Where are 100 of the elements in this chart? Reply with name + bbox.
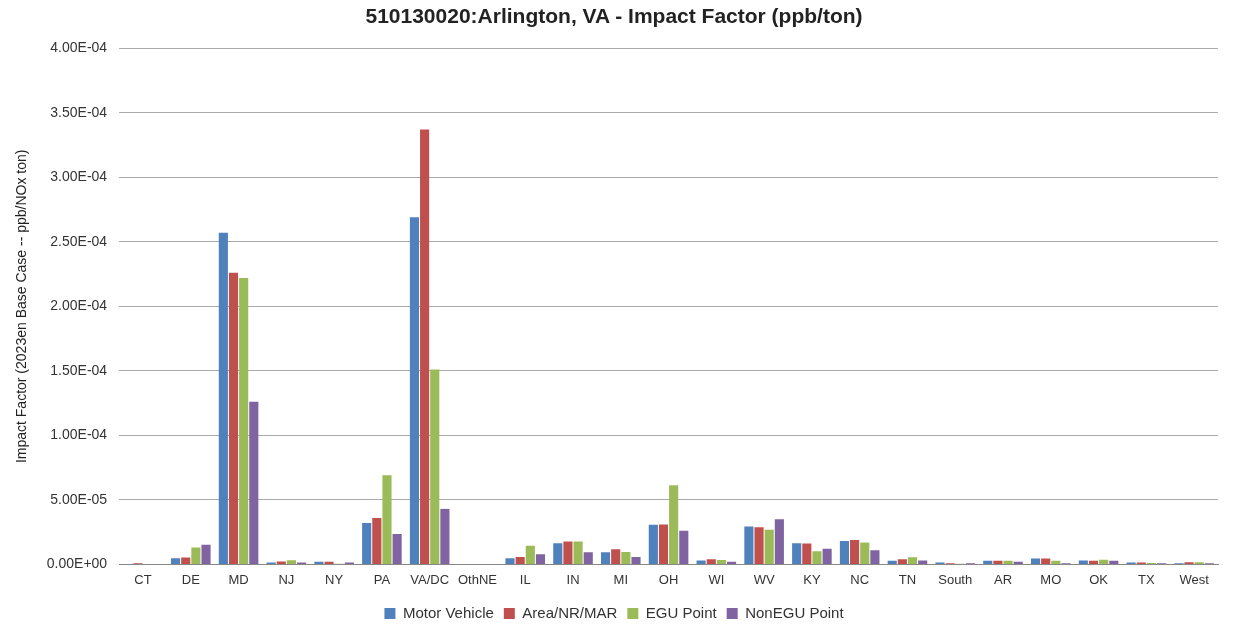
bar: [716, 560, 726, 564]
bar: [563, 541, 573, 564]
bar: [754, 527, 764, 564]
bar: [440, 508, 450, 564]
bar: [249, 401, 259, 564]
x-tick-label: WV: [753, 571, 775, 587]
bar: [372, 517, 382, 564]
x-tick-label: MD: [228, 571, 249, 587]
x-tick-label: NY: [325, 571, 344, 587]
bar: [983, 560, 993, 564]
x-tick-label: PA: [373, 571, 391, 587]
bar: [850, 540, 860, 564]
x-tick-label: VA/DC: [410, 571, 450, 587]
bar: [191, 547, 201, 564]
x-tick-label: WI: [708, 571, 725, 587]
bar: [1051, 560, 1061, 564]
x-tick-label: CT: [134, 571, 152, 587]
bar: [621, 551, 631, 564]
bar: [839, 541, 850, 564]
legend-label: Motor Vehicle: [402, 603, 494, 621]
bar: [706, 559, 716, 564]
x-tick-label: DE: [181, 571, 201, 587]
bar: [553, 543, 563, 564]
y-tick-label: 2.50E-04: [50, 232, 108, 249]
y-tick-label: 2.00E-04: [50, 297, 108, 314]
bar: [648, 524, 658, 564]
bar: [774, 519, 784, 564]
bar: [727, 561, 737, 564]
bar: [286, 560, 296, 564]
bar: [1078, 560, 1088, 564]
bar: [679, 530, 689, 564]
bar: [392, 533, 402, 564]
bar: [1041, 558, 1051, 564]
bar: [696, 560, 706, 564]
bar: [201, 544, 211, 564]
bar: [1003, 560, 1013, 564]
bar: [515, 556, 525, 564]
x-tick-label: South: [938, 571, 973, 587]
x-tick-label: TN: [898, 571, 917, 587]
bar: [993, 560, 1003, 564]
bar: [631, 556, 641, 564]
bar: [897, 559, 907, 564]
bar: [525, 545, 535, 564]
x-tick-label: IL: [519, 571, 531, 587]
bar: [171, 558, 181, 564]
chart-title: 510130020:Arlington, VA - Impact Factor (ppb/ton): [365, 4, 863, 28]
x-tick-label: MI: [613, 571, 629, 587]
y-tick-label: 5.00E-05: [50, 490, 108, 507]
bar: [860, 542, 870, 564]
x-tick-label: KY: [803, 571, 821, 587]
bar: [362, 523, 372, 564]
bar: [382, 475, 392, 564]
x-tick-label: TX: [1138, 571, 1155, 587]
bar: [409, 217, 420, 564]
bar: [1013, 561, 1023, 564]
bar: [822, 548, 832, 564]
bar: [658, 524, 669, 564]
legend-label: Area/NR/MAR: [522, 603, 618, 621]
bar: [535, 554, 546, 564]
bar: [792, 543, 802, 564]
bar: [239, 277, 249, 564]
x-tick-label: AR: [993, 571, 1013, 587]
y-tick-label: 1.00E-04: [50, 426, 108, 443]
x-tick-label: OthNE: [457, 571, 498, 587]
bar: [1109, 560, 1119, 564]
bar: [764, 529, 774, 564]
bar: [218, 232, 228, 564]
bar: [887, 560, 897, 564]
y-axis-title: Impact Factor (2023en Base Case -- ppb/NOx ton): [13, 149, 30, 464]
x-tick-label: OH: [658, 571, 679, 587]
bar: [324, 561, 334, 564]
bar: [1088, 560, 1099, 564]
x-tick-label: IN: [566, 571, 580, 587]
bar: [1030, 558, 1041, 564]
x-tick-label: OK: [1089, 571, 1109, 587]
bar: [870, 550, 880, 564]
legend-label: NonEGU Point: [745, 603, 845, 621]
bar: [600, 552, 611, 564]
bar: [181, 557, 191, 564]
bar: [420, 129, 430, 564]
x-tick-label: NJ: [278, 571, 295, 587]
y-tick-label: 4.00E-04: [50, 39, 108, 56]
bar: [228, 272, 239, 564]
x-tick-label: West: [1179, 571, 1210, 587]
bar: [505, 558, 515, 564]
bar: [669, 485, 679, 564]
bar: [430, 369, 440, 564]
bar: [907, 557, 918, 564]
y-tick-label: 0.00E+00: [46, 555, 108, 572]
bar: [744, 526, 754, 564]
x-tick-label: NC: [850, 571, 870, 587]
bar: [573, 541, 583, 564]
y-tick-label: 1.50E-04: [50, 361, 108, 378]
bar: [802, 543, 812, 564]
bar: [611, 549, 621, 564]
y-tick-label: 3.50E-04: [50, 103, 108, 120]
bar: [812, 551, 822, 564]
y-tick-label: 3.00E-04: [50, 168, 108, 185]
bar: [583, 552, 593, 564]
bar: [918, 560, 928, 564]
